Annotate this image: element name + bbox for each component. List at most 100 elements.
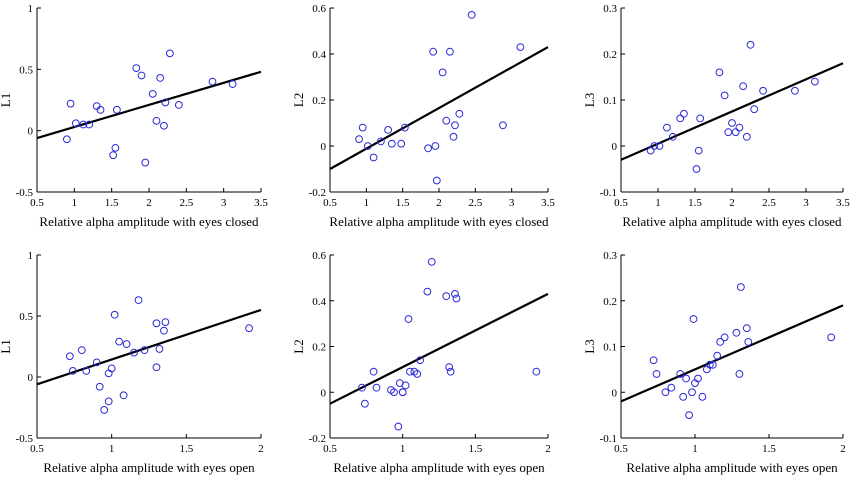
scatter-panel-6: 0.5 1 1.5 2 -0.1 0 0.1 0.2 0.3 Relative alpha amp… xyxy=(582,250,846,475)
data-point xyxy=(384,125,393,134)
data-point xyxy=(140,346,149,355)
data-point xyxy=(451,121,459,130)
data-point xyxy=(739,82,747,91)
data-point xyxy=(390,388,398,397)
data-point xyxy=(110,310,119,319)
x-axis-label: Relative alpha amplitude with eyes close… xyxy=(329,214,549,229)
data-point xyxy=(716,338,725,346)
data-point xyxy=(416,356,425,365)
data-point xyxy=(155,345,164,353)
data-point xyxy=(649,356,658,365)
x-tick-label: 0.5 xyxy=(323,197,337,209)
data-point xyxy=(442,292,451,301)
data-point xyxy=(166,49,174,58)
data-point xyxy=(387,139,396,148)
x-tick-label: 2 xyxy=(729,197,735,209)
data-point xyxy=(680,109,688,118)
y-tick-label: 1 xyxy=(28,3,34,15)
data-point xyxy=(446,47,454,56)
data-point xyxy=(372,383,381,392)
data-point xyxy=(655,142,664,150)
data-point xyxy=(66,99,75,108)
data-point xyxy=(134,296,143,305)
data-point xyxy=(689,315,698,323)
data-point xyxy=(724,128,733,137)
data-point xyxy=(742,132,751,141)
data-point xyxy=(109,151,118,160)
x-tick-label: 3.5 xyxy=(254,197,268,209)
data-point xyxy=(679,392,688,401)
data-point xyxy=(358,123,367,132)
data-point xyxy=(119,391,128,400)
x-axis-label: Relative alpha amplitude with eyes open xyxy=(626,460,838,475)
data-point xyxy=(394,422,403,431)
data-point xyxy=(413,370,422,378)
data-point xyxy=(827,333,836,342)
data-point xyxy=(369,153,378,162)
data-point xyxy=(791,86,799,95)
data-point xyxy=(152,319,161,328)
y-tick-label: 0 xyxy=(28,126,34,138)
x-tick-label: 2 xyxy=(258,443,264,455)
y-axis-label: L1 xyxy=(0,339,13,353)
data-point xyxy=(245,324,253,333)
data-point xyxy=(732,328,741,337)
data-point xyxy=(363,142,372,150)
data-point xyxy=(432,176,441,185)
data-point xyxy=(160,121,168,130)
data-point xyxy=(694,146,703,155)
data-point xyxy=(499,121,507,130)
x-tick-label: 3 xyxy=(221,197,227,209)
x-tick-label: 1.5 xyxy=(396,197,410,209)
y-tick-label: -0.1 xyxy=(600,187,617,199)
y-tick-label: 0 xyxy=(612,141,618,153)
data-point xyxy=(668,132,677,141)
y-tick-label: -0.5 xyxy=(16,187,34,199)
data-point xyxy=(705,360,714,369)
data-point xyxy=(735,370,744,378)
data-point xyxy=(360,399,369,408)
data-point xyxy=(652,370,661,378)
data-point xyxy=(404,315,413,323)
data-point xyxy=(736,283,745,291)
data-point xyxy=(667,383,676,392)
x-tick-label: 3 xyxy=(803,197,809,209)
x-tick-label: 2 xyxy=(436,197,442,209)
y-tick-label: 0.6 xyxy=(312,250,326,262)
data-point xyxy=(398,388,407,397)
data-point xyxy=(161,318,170,327)
y-tick-label: -0.1 xyxy=(600,433,617,445)
x-axis-label: Relative alpha amplitude with eyes open xyxy=(333,460,545,475)
data-point xyxy=(82,367,91,375)
data-point xyxy=(397,139,406,148)
data-point xyxy=(452,294,461,303)
scatter-panel-3: 0.5 1 1.5 2 2.5 3 3.5 -0.1 0 0.1 0.2 0.3 Relative al… xyxy=(582,3,850,229)
x-tick-label: 2.5 xyxy=(762,197,776,209)
y-tick-label: -0.2 xyxy=(309,433,326,445)
data-point xyxy=(122,340,131,348)
x-tick-label: 0.5 xyxy=(323,443,337,455)
data-point xyxy=(112,105,121,114)
y-tick-label: 0.1 xyxy=(603,95,617,107)
data-point xyxy=(358,383,366,392)
data-point xyxy=(174,101,183,109)
data-point xyxy=(400,123,409,132)
data-point xyxy=(429,47,438,56)
data-point xyxy=(688,388,696,397)
y-axis-label: L3 xyxy=(582,339,597,353)
data-point xyxy=(442,116,451,125)
x-tick-label: 2 xyxy=(545,443,551,455)
x-tick-label: 1.5 xyxy=(762,443,776,455)
data-point xyxy=(156,74,165,82)
data-point xyxy=(662,123,671,132)
data-point xyxy=(720,333,729,342)
x-tick-label: 1.5 xyxy=(179,443,193,455)
data-point xyxy=(438,68,447,77)
x-axis-label: Relative alpha amplitude with eyes close… xyxy=(622,214,842,229)
data-point xyxy=(449,132,458,141)
data-point xyxy=(92,102,101,111)
regression-line xyxy=(329,46,549,170)
data-point xyxy=(744,338,753,346)
data-point xyxy=(445,363,454,371)
data-point xyxy=(698,392,707,401)
